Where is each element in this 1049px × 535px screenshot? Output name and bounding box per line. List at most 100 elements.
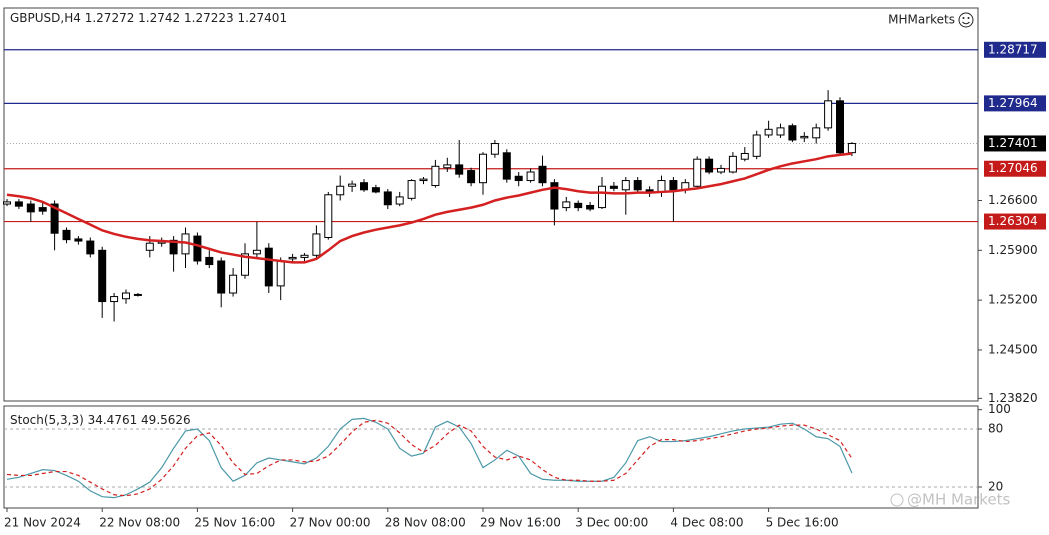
level-label: 1.27046 — [988, 161, 1038, 175]
x-tick-label: 25 Nov 16:00 — [194, 516, 275, 530]
candle-body — [264, 247, 273, 287]
candle-body — [110, 296, 119, 303]
candle-body — [812, 127, 821, 139]
y-tick-label: 80 — [988, 422, 1003, 436]
x-tick-label: 4 Dec 08:00 — [670, 516, 743, 530]
candle-body — [169, 239, 178, 255]
candle-body — [740, 152, 749, 160]
level-label: 1.26304 — [988, 214, 1038, 228]
candle-body — [705, 158, 714, 173]
candle-body — [86, 240, 95, 255]
level-label-box — [984, 41, 1046, 58]
candle-body — [598, 185, 606, 209]
candle-body — [205, 256, 214, 266]
stoch-line — [6, 419, 853, 497]
candle-body — [621, 180, 630, 191]
candle-body — [431, 165, 440, 187]
candle-body — [241, 253, 249, 276]
candle-body — [98, 249, 107, 303]
stoch-title: Stoch(5,3,3) — [10, 413, 84, 427]
symbol: GBPUSD,H4 — [10, 11, 81, 25]
level-label: 1.28717 — [988, 42, 1038, 56]
candle-body — [728, 155, 737, 173]
candle-body — [574, 202, 583, 209]
candle-body — [550, 182, 559, 210]
candle-body — [133, 293, 142, 296]
candle-body — [74, 238, 83, 242]
x-tick-label: 5 Dec 16:00 — [766, 516, 839, 530]
candle-body — [479, 153, 487, 184]
candle-body — [395, 196, 404, 205]
stoch-panel — [3, 405, 979, 509]
candle-body — [836, 100, 844, 154]
candle-body — [419, 178, 428, 182]
y-tick-label: 1.23820 — [988, 391, 1038, 405]
current-price-box — [984, 135, 1046, 152]
y-tick-label: 1.24500 — [988, 342, 1038, 356]
candle-body — [467, 170, 476, 184]
watermark: @MH Markets — [907, 491, 1011, 509]
candle-body — [538, 165, 547, 184]
level-label-box — [984, 160, 1046, 177]
candle-body — [312, 233, 321, 256]
stoch-signal-value: 49.5626 — [141, 413, 191, 427]
candle-body — [360, 182, 368, 191]
candle-body — [324, 194, 333, 238]
open-value: 1.27272 — [85, 11, 135, 25]
candle-body — [824, 100, 833, 129]
candle-body — [122, 292, 130, 300]
candle-body — [229, 274, 238, 294]
candle-body — [26, 203, 35, 213]
stoch-line — [6, 417, 853, 499]
candle-body — [193, 235, 202, 262]
watermark-icon — [890, 493, 904, 507]
stoch-main-value: 34.4761 — [88, 413, 138, 427]
candle-body — [371, 187, 380, 193]
level-label-box — [984, 213, 1046, 230]
candle-body — [348, 183, 357, 187]
candle-body — [609, 185, 618, 189]
y-tick-label: 1.25900 — [988, 243, 1038, 257]
candle-body — [145, 242, 154, 251]
low-value: 1.27223 — [184, 11, 234, 25]
candle-body — [514, 175, 523, 182]
candle-body — [752, 134, 761, 157]
candle-body — [443, 164, 452, 169]
y-tick-label: 1.26600 — [988, 193, 1038, 207]
candle-body — [3, 201, 11, 205]
candle-body — [657, 180, 666, 193]
candle-body — [490, 143, 499, 155]
candle-body — [800, 135, 809, 139]
level-label-box — [984, 95, 1046, 112]
candle-body — [288, 256, 297, 260]
candle-body — [669, 180, 678, 191]
candle-body — [276, 260, 285, 287]
candle-body — [847, 142, 856, 154]
stoch-header: Stoch(5,3,3) 34.4761 49.5626 — [10, 413, 191, 427]
candle-body — [407, 180, 416, 199]
candle-body — [455, 164, 464, 175]
x-tick-label: 29 Nov 16:00 — [480, 516, 561, 530]
y-tick-label: 1.25200 — [988, 293, 1038, 307]
smiley-icon — [958, 12, 974, 28]
candle-body — [633, 180, 642, 191]
candle-body — [788, 125, 797, 141]
header: GBPUSD,H4 1.27272 1.2742 1.27223 1.27401 — [10, 11, 287, 25]
candle-body — [693, 158, 702, 187]
candle-body — [764, 128, 773, 136]
candle-body — [717, 167, 725, 173]
candle-body — [586, 204, 595, 210]
candle-body — [526, 171, 535, 182]
x-tick-label: 21 Nov 2024 — [4, 516, 81, 530]
candle-body — [300, 254, 309, 258]
moving-average — [6, 152, 853, 264]
candle-body — [776, 127, 785, 136]
x-tick-label: 27 Nov 00:00 — [290, 516, 371, 530]
candle-body — [383, 191, 392, 206]
candle-body — [50, 203, 59, 234]
candle-body — [38, 207, 47, 212]
candle-body — [62, 229, 71, 241]
brand: MHMarkets — [888, 13, 955, 27]
candle-body — [217, 260, 226, 294]
